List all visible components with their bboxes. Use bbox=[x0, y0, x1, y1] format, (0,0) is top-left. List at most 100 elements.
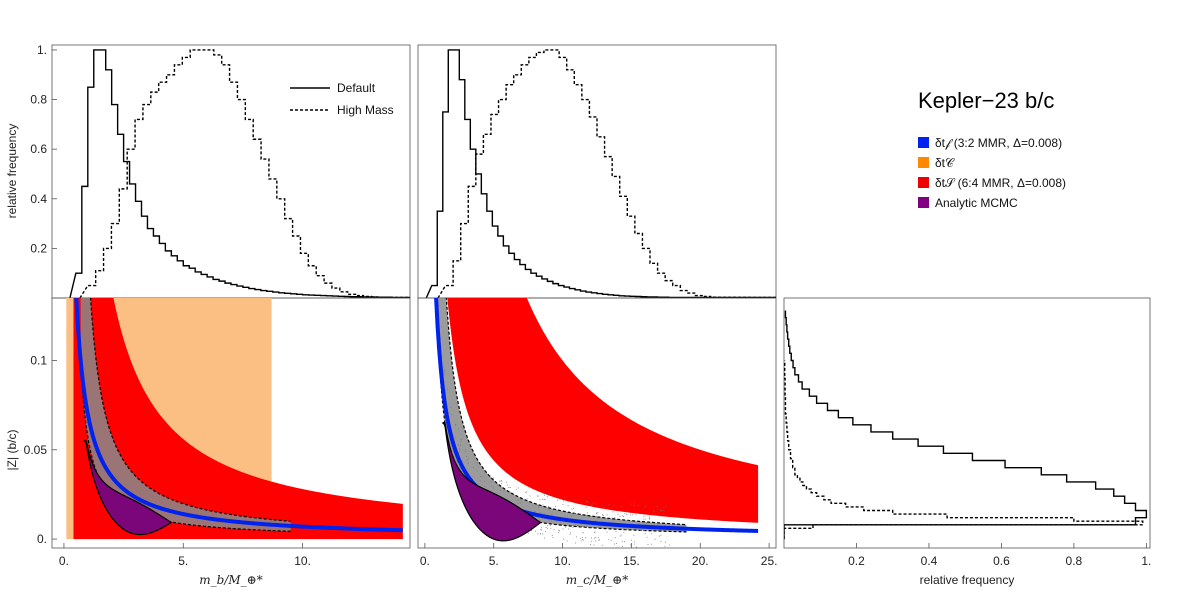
mcmc-sample-point bbox=[455, 425, 457, 427]
legend-high-mass-label: High Mass bbox=[337, 103, 394, 117]
title-and-legend: Kepler−23 b/c δt𝒻 (3:2 MMR, Δ=0.008) δt𝒞 δ… bbox=[918, 88, 1066, 210]
mcmc-sample-point bbox=[658, 535, 660, 537]
mcmc-sample-point bbox=[558, 530, 560, 532]
mcmc-sample-point bbox=[623, 528, 625, 530]
mcmc-sample-point bbox=[631, 520, 633, 522]
mcmc-sample-point bbox=[544, 499, 546, 501]
mcmc-sample-point bbox=[548, 494, 550, 496]
mcmc-sample-point bbox=[663, 509, 665, 511]
mcmc-sample-point bbox=[574, 512, 576, 514]
mcmc-sample-point bbox=[506, 484, 508, 486]
mcmc-sample-point bbox=[661, 522, 663, 524]
mcmc-sample-point bbox=[615, 530, 617, 532]
mcmc-sample-point bbox=[581, 538, 583, 540]
mcmc-sample-point bbox=[509, 486, 511, 488]
mcmc-sample-point bbox=[534, 530, 536, 532]
mcmc-sample-point bbox=[553, 508, 555, 510]
mcmc-sample-point bbox=[542, 504, 544, 506]
xtick-label: 0.6 bbox=[993, 554, 1010, 568]
mcmc-sample-point bbox=[613, 543, 615, 545]
mcmc-sample-point bbox=[633, 503, 635, 505]
mcmc-sample-point bbox=[577, 525, 579, 527]
mcmc-sample-point bbox=[597, 537, 599, 539]
mcmc-sample-point bbox=[589, 526, 591, 528]
mcmc-sample-point bbox=[491, 485, 493, 487]
mcmc-sample-point bbox=[594, 531, 596, 533]
mcmc-sample-point bbox=[639, 529, 641, 531]
mcmc-sample-point bbox=[455, 460, 457, 462]
mcmc-sample-point bbox=[446, 388, 448, 390]
mcmc-sample-point bbox=[573, 507, 575, 509]
mcmc-sample-point bbox=[500, 481, 502, 483]
panel-hist-z: 0.2 0.4 0.6 0.8 1. relative frequency bbox=[783, 297, 1151, 587]
mcmc-sample-point bbox=[654, 538, 656, 540]
mcmc-sample-point bbox=[620, 534, 622, 536]
mcmc-sample-point bbox=[545, 526, 547, 528]
mcmc-sample-point bbox=[509, 491, 511, 493]
mcmc-sample-point bbox=[537, 495, 539, 497]
mcmc-sample-point bbox=[542, 533, 544, 535]
legend-swatch-2 bbox=[918, 177, 929, 188]
mcmc-sample-point bbox=[459, 448, 461, 450]
mcmc-sample-point bbox=[637, 504, 639, 506]
mcmc-sample-point bbox=[444, 369, 446, 371]
mcmc-sample-point bbox=[612, 511, 614, 513]
histogram-z-high-mass-series bbox=[784, 360, 1144, 540]
mcmc-sample-point bbox=[666, 549, 667, 550]
mcmc-sample-point bbox=[614, 517, 616, 519]
xtick-label: 0.2 bbox=[848, 554, 865, 568]
panel-joint-mb: 0. 5. 10. 0. 0.05 0.1 m_b/M_⊕* |Z| (b/c) bbox=[5, 297, 411, 587]
mcmc-sample-point bbox=[629, 528, 631, 530]
mcmc-sample-point bbox=[460, 440, 462, 442]
mcmc-sample-point bbox=[590, 505, 592, 507]
mcmc-sample-point bbox=[546, 525, 548, 527]
mcmc-sample-point bbox=[580, 540, 582, 542]
mcmc-sample-point bbox=[554, 505, 556, 507]
mcmc-sample-point bbox=[625, 511, 627, 513]
ytick-label: 1. bbox=[37, 43, 47, 57]
mcmc-sample-point bbox=[585, 506, 587, 508]
xtick-label: 10. bbox=[294, 554, 311, 568]
legend-default-label: Default bbox=[337, 81, 376, 95]
mcmc-sample-point bbox=[595, 537, 597, 539]
mcmc-sample-point bbox=[630, 503, 632, 505]
mcmc-sample-point bbox=[549, 525, 551, 527]
mcmc-sample-point bbox=[575, 542, 577, 544]
mcmc-sample-point bbox=[660, 540, 662, 542]
mcmc-sample-point bbox=[537, 496, 539, 498]
mcmc-sample-point bbox=[540, 533, 542, 535]
mcmc-sample-point bbox=[490, 481, 492, 483]
mcmc-sample-point bbox=[664, 524, 666, 526]
mcmc-sample-point bbox=[438, 305, 440, 307]
xtick-label: 5. bbox=[178, 554, 188, 568]
xtick-label: 5. bbox=[489, 554, 499, 568]
mcmc-sample-point bbox=[665, 505, 667, 507]
xtick-label: 10. bbox=[554, 554, 571, 568]
mcmc-sample-point bbox=[531, 530, 533, 532]
mcmc-sample-point bbox=[584, 537, 586, 539]
mcmc-sample-point bbox=[564, 526, 566, 528]
mcmc-sample-point bbox=[450, 414, 452, 416]
mcmc-sample-point bbox=[621, 515, 623, 517]
mcmc-sample-point bbox=[544, 494, 546, 496]
mcmc-sample-point bbox=[460, 439, 462, 441]
panel-hist-mc bbox=[417, 44, 777, 299]
mcmc-sample-point bbox=[633, 534, 635, 536]
mcmc-purple-contour bbox=[83, 439, 173, 536]
mcmc-sample-point bbox=[616, 542, 618, 544]
mcmc-sample-point bbox=[560, 521, 562, 523]
mcmc-sample-point bbox=[563, 538, 565, 540]
mcmc-sample-point bbox=[577, 525, 579, 527]
mcmc-sample-point bbox=[550, 527, 552, 529]
mcmc-sample-point bbox=[595, 503, 597, 505]
mcmc-sample-point bbox=[585, 526, 587, 528]
mcmc-sample-point bbox=[539, 499, 541, 501]
mcmc-sample-point bbox=[643, 518, 645, 520]
mcmc-sample-point bbox=[627, 519, 629, 521]
mcmc-sample-point bbox=[493, 477, 495, 479]
mcmc-sample-point bbox=[563, 500, 565, 502]
mcmc-sample-point bbox=[597, 512, 599, 514]
mcmc-sample-point bbox=[464, 449, 466, 451]
mcmc-sample-point bbox=[587, 512, 589, 514]
mcmc-sample-point bbox=[443, 373, 445, 375]
